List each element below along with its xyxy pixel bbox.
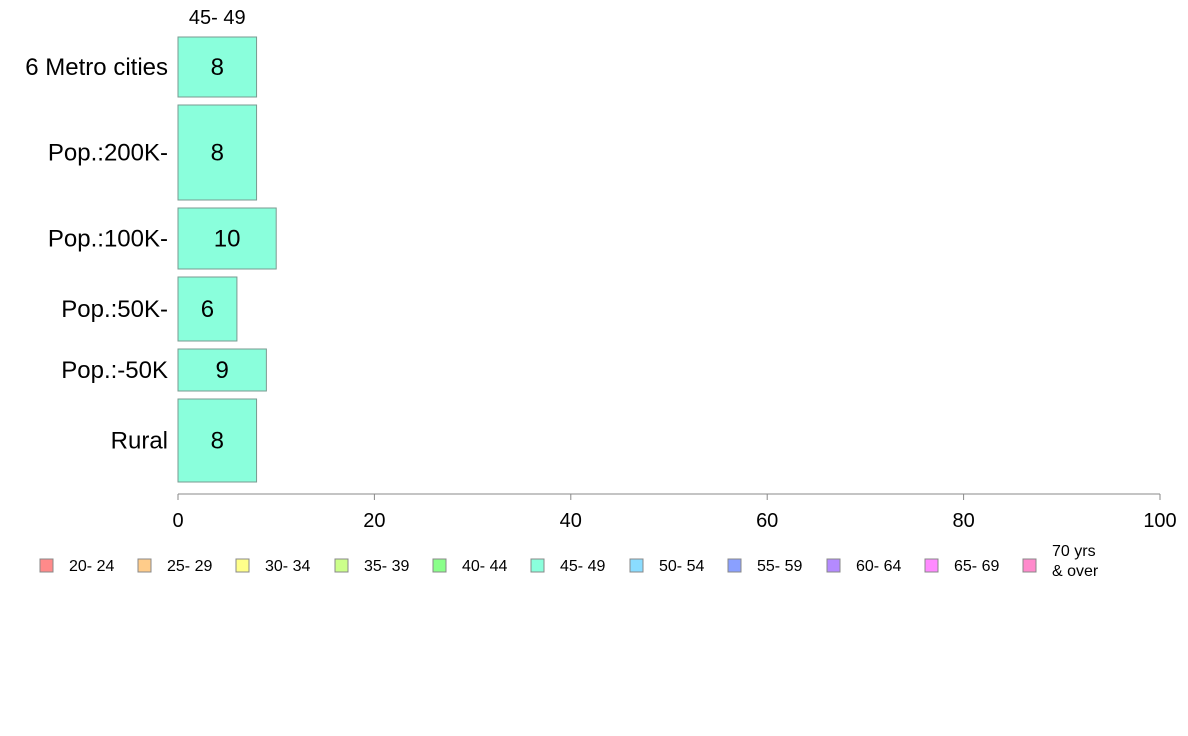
legend-label-line: 70 yrs	[1052, 543, 1096, 560]
category-label: Pop.:-50K	[61, 357, 168, 384]
x-axis: 0 20 40 60 80 100	[172, 493, 1177, 532]
value-label: 6	[201, 296, 214, 323]
bar-segment	[177, 348, 267, 392]
value-label: 8	[211, 428, 224, 455]
value-label: 8	[211, 140, 224, 167]
category-label: Rural	[111, 428, 168, 455]
legend-label: 55- 59	[757, 558, 802, 575]
legend-label: 35- 39	[364, 558, 409, 575]
x-tick-label: 40	[560, 510, 582, 532]
category-label: Pop.:200K-	[48, 140, 168, 167]
segment-header: 45- 49	[189, 7, 246, 29]
legend-label: 45- 49	[560, 558, 605, 575]
legend-swatch	[235, 558, 250, 573]
legend-swatch	[530, 558, 545, 573]
legend-swatch	[727, 558, 742, 573]
legend-label: 60- 64	[856, 558, 901, 575]
legend-swatch	[137, 558, 152, 573]
category-label: Pop.:50K-	[61, 296, 168, 323]
legend-label-line: & over	[1052, 563, 1099, 580]
bar-segment	[177, 207, 277, 270]
legend-swatch	[924, 558, 939, 573]
legend-swatch	[39, 558, 54, 573]
bar-segment	[177, 276, 238, 342]
legend-label: 30- 34	[265, 558, 310, 575]
legend-swatch	[1022, 558, 1037, 573]
legend-swatch	[334, 558, 349, 573]
x-tick-label: 80	[952, 510, 974, 532]
legend-label: 25- 29	[167, 558, 212, 575]
legend-label: 40- 44	[462, 558, 507, 575]
legend-label: 65- 69	[954, 558, 999, 575]
value-label: 8	[211, 54, 224, 81]
legend-label: 50- 54	[659, 558, 704, 575]
bar-segment	[177, 104, 258, 201]
bar-segment	[177, 36, 258, 98]
x-tick-label: 100	[1143, 510, 1176, 532]
bar-segment	[177, 398, 258, 483]
x-tick-label: 0	[172, 510, 183, 532]
category-label: Pop.:100K-	[48, 226, 168, 253]
legend: 20- 24 25- 29 30- 34 35- 39 40- 44 45- 49 50- …	[39, 543, 1099, 580]
legend-swatch	[432, 558, 447, 573]
x-tick-label: 60	[756, 510, 778, 532]
legend-swatch	[826, 558, 841, 573]
category-labels: 6 Metro cities Pop.:200K- Pop.:100K- Pop.:5…	[25, 54, 168, 455]
legend-label: 70 yrs & over	[1052, 543, 1099, 580]
bars-layer: 45- 49 8 8 10 6 9 8	[177, 7, 277, 483]
value-label: 9	[216, 357, 229, 384]
x-tick-label: 20	[363, 510, 385, 532]
value-label: 10	[214, 226, 241, 253]
category-label: 6 Metro cities	[25, 54, 168, 81]
legend-label: 20- 24	[69, 558, 114, 575]
legend-swatch	[629, 558, 644, 573]
